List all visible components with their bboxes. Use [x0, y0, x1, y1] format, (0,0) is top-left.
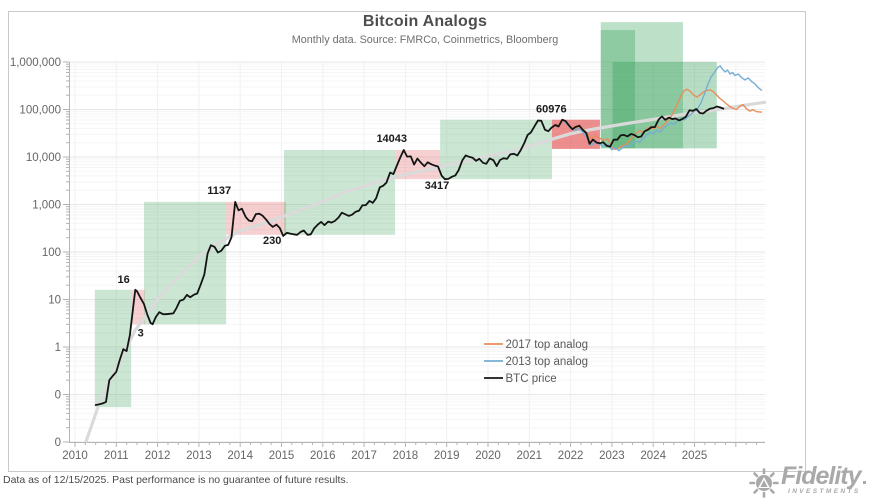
legend-label: BTC price	[506, 373, 557, 385]
fidelity-wordmark: Fidelity	[781, 464, 866, 489]
annotation-3: 3	[138, 327, 144, 339]
chart-title: Bitcoin Analogs	[362, 13, 488, 30]
region-analog-runup-b	[600, 30, 636, 149]
legend-item-1: 2013 top analog	[484, 356, 588, 368]
y-axis-label: 1,000,000	[10, 57, 61, 69]
x-axis-label: 2021	[517, 450, 543, 462]
y-axis-label: 0	[55, 390, 61, 402]
trademark-dot	[862, 481, 866, 484]
x-axis-label: 2015	[269, 450, 295, 462]
legend-label: 2017 top analog	[506, 339, 589, 351]
x-axis-labels: 2010 2011 2012 2013 2014 2015 2016 2017 2018 2019…	[62, 450, 707, 462]
x-axis-label: 2024	[640, 450, 666, 462]
chart-subtitle: Monthly data. Source: FMRCo, Coinmetrics…	[291, 34, 559, 46]
x-axis-label: 2019	[434, 450, 460, 462]
x-axis-label: 2022	[558, 450, 584, 462]
x-axis-label: 2011	[104, 450, 129, 462]
annotation-230: 230	[263, 235, 281, 247]
x-axis-label: 2025	[682, 450, 708, 462]
x-axis-label: 2020	[475, 450, 501, 462]
y-axis-label: 0	[55, 437, 61, 449]
y-axis-label: 1,000	[32, 200, 61, 212]
annotation-1137: 1137	[207, 185, 231, 197]
annotation-60976: 60976	[536, 104, 567, 116]
annotation-3417: 3417	[425, 180, 449, 192]
x-axis-label: 2017	[351, 450, 377, 462]
y-axis-label: 10	[48, 295, 61, 307]
region-runup-2015-2017	[283, 149, 396, 235]
x-axis-label: 2014	[227, 450, 253, 462]
fidelity-investments-text: INVESTMENTS	[788, 488, 861, 495]
legend-item-0: 2017 top analog	[484, 339, 588, 351]
fidelity-pyramid-icon	[749, 468, 779, 499]
legend-label: 2013 top analog	[506, 356, 589, 368]
x-axis-label: 2023	[599, 450, 625, 462]
fidelity-logo: Fidelity INVESTMENTS	[749, 464, 866, 499]
y-axis-label: 1	[55, 342, 61, 354]
x-axis-label: 2012	[145, 450, 171, 462]
btc-price-line	[94, 105, 725, 406]
region-runup-2018-2021	[440, 119, 553, 180]
x-axis-label: 2010	[62, 450, 88, 462]
trend-line	[84, 100, 767, 443]
x-axis-label: 2018	[393, 450, 419, 462]
axes	[63, 61, 765, 447]
y-minor-gridlines	[69, 63, 765, 429]
annotation-16: 16	[118, 274, 130, 286]
figure-border	[8, 11, 806, 472]
legend-item-2: BTC price	[484, 373, 557, 385]
region-runup-2011-2013	[143, 201, 227, 325]
y-axis-label: 10,000	[26, 152, 61, 164]
x-axis-label: 2016	[310, 450, 336, 462]
annotation-14043: 14043	[376, 133, 407, 145]
analog-2017-line	[561, 88, 763, 150]
footer-disclaimer: Data as of 12/15/2025. Past performance …	[3, 474, 349, 486]
analog-2013-line	[561, 65, 763, 152]
legend: 2017 top analog 2013 top analog BTC price	[484, 339, 588, 385]
y-axis-label: 100	[42, 247, 61, 259]
annotations: 16 3 1137 230 14043 3417 60976	[118, 104, 567, 340]
x-axis-label: 2013	[186, 450, 212, 462]
region-analog-runup-a	[600, 22, 683, 149]
y-axis-label: 100,000	[19, 105, 61, 117]
